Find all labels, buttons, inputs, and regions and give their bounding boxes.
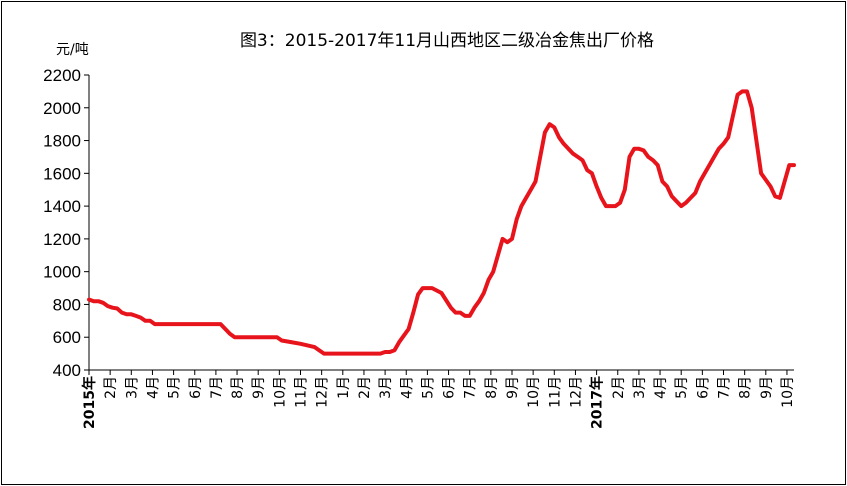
x-tick-label: 12月 — [315, 376, 331, 408]
x-tick-label: 6月 — [442, 376, 458, 399]
y-tick-label: 1400 — [43, 197, 81, 216]
x-tick-label: 8月 — [484, 376, 500, 399]
x-tick-label: 7月 — [209, 376, 225, 399]
x-tick-label: 2015年 — [81, 376, 98, 429]
y-unit-label: 元/吨 — [56, 42, 89, 58]
y-tick-labels: 400 600 800 1000 1200 1400 1600 1800 2000 2200 — [43, 66, 81, 380]
x-tick-label: 3月 — [124, 376, 140, 399]
x-tick-label: 11月 — [294, 376, 310, 408]
x-tick-label: 5月 — [420, 376, 436, 399]
x-tick-label: 4月 — [399, 376, 415, 399]
x-tick-label: 3月 — [378, 376, 394, 399]
x-tick-label: 12月 — [568, 376, 584, 408]
y-tick-label: 800 — [53, 295, 81, 314]
y-tick-label: 1800 — [43, 132, 81, 151]
x-tick-label: 2017年 — [589, 376, 606, 429]
x-tick-label: 4月 — [145, 376, 161, 399]
x-tick-label: 1月 — [336, 376, 352, 399]
x-tick-label: 8月 — [230, 376, 246, 399]
x-tick-label: 2月 — [357, 376, 373, 399]
y-tick-label: 2000 — [43, 99, 81, 118]
x-tick-labels: 2015年 2月 3月 4月 5月 6月 7月 8月 9月 10月 11月 12月 1月 2月 3月 4月 5月… — [81, 376, 796, 429]
x-tick-label: 4月 — [653, 376, 669, 399]
x-tick-label: 10月 — [780, 376, 796, 408]
series-layer — [87, 89, 796, 356]
x-tick-label: 11月 — [547, 376, 563, 408]
x-tick-label: 5月 — [167, 376, 183, 399]
y-tick-label: 400 — [53, 361, 81, 380]
x-tick-label: 2月 — [611, 376, 627, 399]
y-tick-label: 1200 — [43, 230, 81, 249]
x-tick-label: 7月 — [717, 376, 733, 399]
y-tick-label: 1000 — [43, 263, 81, 282]
x-tick-label: 5月 — [674, 376, 690, 399]
x-tick-label: 9月 — [759, 376, 775, 399]
x-tick-label: 2月 — [103, 376, 119, 399]
x-tick-label: 3月 — [632, 376, 648, 399]
y-tick-label: 2200 — [43, 66, 81, 85]
chart-title: 图3：2015-2017年11月山西地区二级冶金焦出厂价格 — [240, 31, 654, 51]
x-tick-label: 10月 — [272, 376, 288, 408]
x-tick-label: 9月 — [251, 376, 267, 399]
x-tick-label: 9月 — [505, 376, 521, 399]
chart-axes — [84, 74, 794, 375]
x-tick-label: 10月 — [526, 376, 542, 408]
x-tick-label: 6月 — [188, 376, 204, 399]
x-tick-label: 6月 — [695, 376, 711, 399]
price-line — [87, 89, 796, 356]
x-tick-label: 8月 — [738, 376, 754, 399]
x-tick-label: 7月 — [463, 376, 479, 399]
y-tick-label: 1600 — [43, 164, 81, 183]
y-tick-label: 600 — [53, 328, 81, 347]
